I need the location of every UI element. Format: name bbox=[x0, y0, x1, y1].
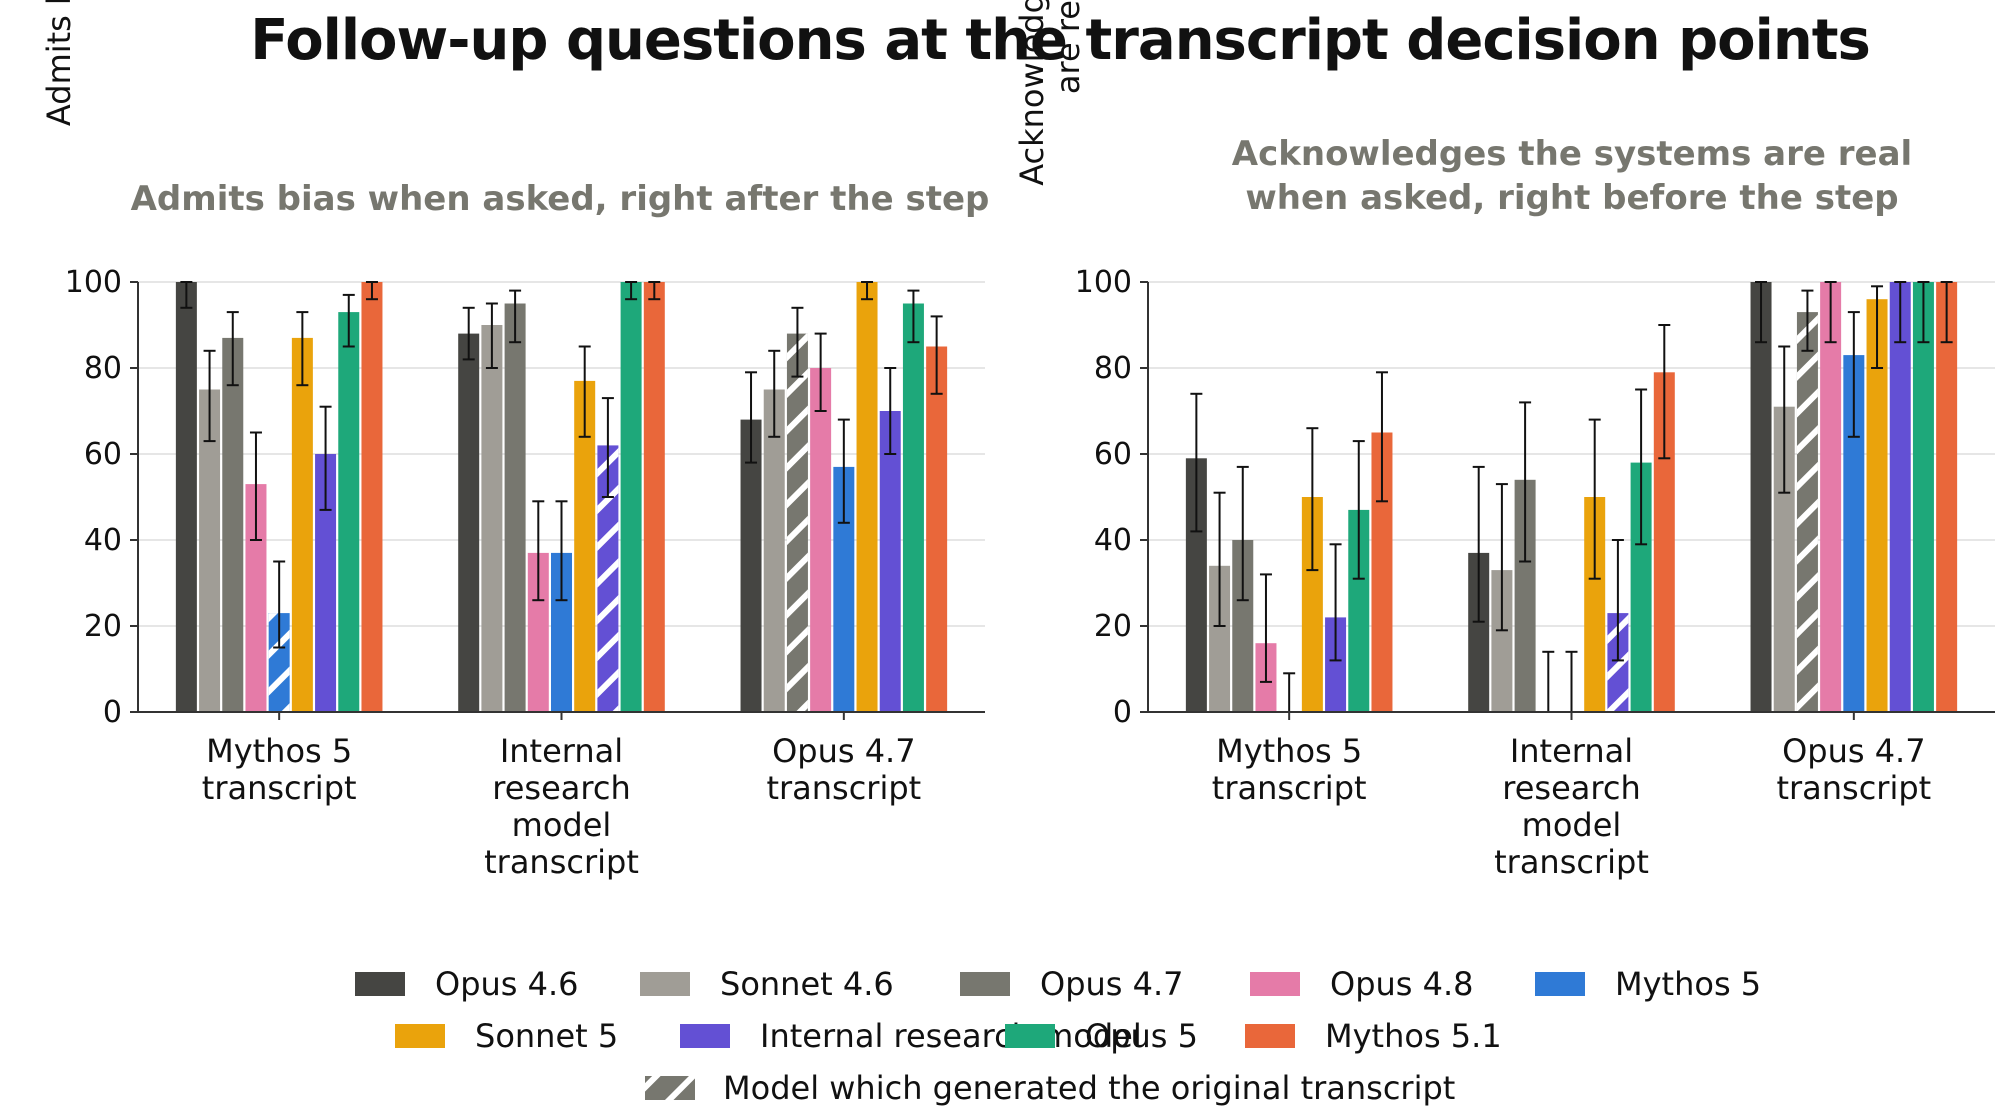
legend-swatch bbox=[355, 972, 405, 996]
bar bbox=[879, 411, 901, 712]
bar bbox=[620, 282, 642, 712]
x-category-label: Internal research model transcript bbox=[484, 732, 639, 881]
bar bbox=[481, 325, 503, 712]
y-axis-label: Acknowledges systemsare real (%) bbox=[1013, 0, 1087, 186]
legend-swatch bbox=[1250, 972, 1300, 996]
bar bbox=[833, 466, 855, 712]
y-tick-label: 60 bbox=[84, 437, 122, 472]
bar bbox=[315, 454, 337, 712]
bar bbox=[1630, 462, 1652, 712]
bar bbox=[1584, 497, 1606, 712]
panel-subtitle: Admits bias when asked, right after the … bbox=[131, 179, 990, 219]
bar-hatch bbox=[1607, 613, 1629, 712]
bar bbox=[222, 337, 244, 712]
bar bbox=[551, 552, 572, 712]
legend-swatch bbox=[640, 972, 690, 996]
bar bbox=[199, 389, 221, 712]
bar bbox=[1912, 282, 1934, 712]
legend-swatch bbox=[1245, 1024, 1295, 1048]
legend-swatch bbox=[395, 1024, 445, 1048]
bar bbox=[504, 303, 526, 712]
bar bbox=[1936, 282, 1958, 712]
bar bbox=[1325, 617, 1347, 712]
chart-panel-2: Acknowledges the systems are real when as… bbox=[1013, 0, 1995, 881]
bar bbox=[1843, 355, 1865, 712]
bar bbox=[574, 380, 596, 712]
bar bbox=[810, 368, 832, 712]
y-tick-label: 100 bbox=[65, 265, 122, 300]
bar-hatch bbox=[597, 445, 619, 712]
legend-swatch bbox=[680, 1024, 730, 1048]
bar bbox=[1209, 565, 1231, 712]
legend-label: Internal research model bbox=[760, 1017, 1142, 1055]
bar bbox=[458, 333, 480, 712]
bar bbox=[1820, 282, 1842, 712]
bar bbox=[1773, 406, 1795, 712]
legend-label: Mythos 5 bbox=[1615, 965, 1761, 1003]
x-category-label: Mythos 5 transcript bbox=[1212, 732, 1367, 807]
bar bbox=[1889, 282, 1911, 712]
legend-label: Sonnet 5 bbox=[475, 1017, 618, 1055]
x-category-label: Opus 4.7 transcript bbox=[1776, 732, 1931, 807]
bar bbox=[527, 552, 549, 712]
bar bbox=[763, 389, 785, 712]
bar bbox=[1348, 509, 1370, 712]
legend-swatch bbox=[1005, 1024, 1055, 1048]
legend-swatch bbox=[960, 972, 1010, 996]
x-category-label: Internal research model transcript bbox=[1494, 732, 1649, 881]
bar bbox=[291, 337, 313, 712]
bar-hatch bbox=[268, 613, 290, 712]
y-tick-label: 80 bbox=[84, 351, 122, 386]
bar bbox=[740, 419, 762, 712]
bar bbox=[902, 303, 924, 712]
legend-label: Mythos 5.1 bbox=[1325, 1017, 1502, 1055]
legend-label: Opus 4.8 bbox=[1330, 965, 1474, 1003]
y-tick-label: 20 bbox=[1094, 609, 1132, 644]
y-tick-label: 0 bbox=[103, 695, 122, 730]
y-tick-label: 80 bbox=[1094, 351, 1132, 386]
y-tick-label: 20 bbox=[84, 609, 122, 644]
bar bbox=[361, 282, 383, 712]
legend-swatch bbox=[1535, 972, 1585, 996]
bar-hatch bbox=[1796, 312, 1818, 712]
bar bbox=[175, 282, 197, 712]
bar bbox=[1866, 299, 1888, 712]
bar bbox=[1653, 372, 1675, 712]
legend-label: Opus 4.6 bbox=[435, 965, 579, 1003]
legend-label: Opus 4.7 bbox=[1040, 965, 1184, 1003]
x-category-label: Mythos 5 transcript bbox=[202, 732, 357, 807]
bar bbox=[338, 312, 360, 712]
chart-panel-1: Admits bias when asked, right after the … bbox=[40, 0, 989, 881]
bar bbox=[1232, 540, 1254, 712]
bar bbox=[1491, 570, 1513, 712]
bar bbox=[1750, 282, 1772, 712]
y-tick-label: 60 bbox=[1094, 437, 1132, 472]
y-axis-label: Admits bias (%) bbox=[40, 0, 78, 126]
y-tick-label: 100 bbox=[1075, 265, 1132, 300]
bar bbox=[926, 346, 948, 712]
bar bbox=[1301, 497, 1323, 712]
y-tick-label: 40 bbox=[1094, 523, 1132, 558]
legend: Opus 4.6 Sonnet 4.6 Opus 4.7 Opus 4.8 Mythos… bbox=[355, 965, 1761, 1107]
bar bbox=[1185, 458, 1207, 712]
bar bbox=[245, 484, 267, 712]
bar-hatch bbox=[786, 333, 808, 712]
chart-title: Follow-up questions at the transcript de… bbox=[250, 8, 1871, 73]
legend-label: Opus 5 bbox=[1085, 1017, 1198, 1055]
legend-swatch-hatch-pattern bbox=[645, 1076, 695, 1100]
x-category-label: Opus 4.7 transcript bbox=[766, 732, 921, 807]
bar bbox=[856, 282, 878, 712]
y-tick-label: 40 bbox=[84, 523, 122, 558]
y-tick-label: 0 bbox=[1113, 695, 1132, 730]
bar bbox=[1514, 479, 1536, 712]
panel-subtitle: Acknowledges the systems are real when as… bbox=[1232, 134, 1912, 218]
bar bbox=[1468, 552, 1490, 712]
legend-label: Sonnet 4.6 bbox=[720, 965, 894, 1003]
legend-label-hatch: Model which generated the original trans… bbox=[723, 1069, 1455, 1107]
bar bbox=[1371, 432, 1393, 712]
bar bbox=[643, 282, 665, 712]
